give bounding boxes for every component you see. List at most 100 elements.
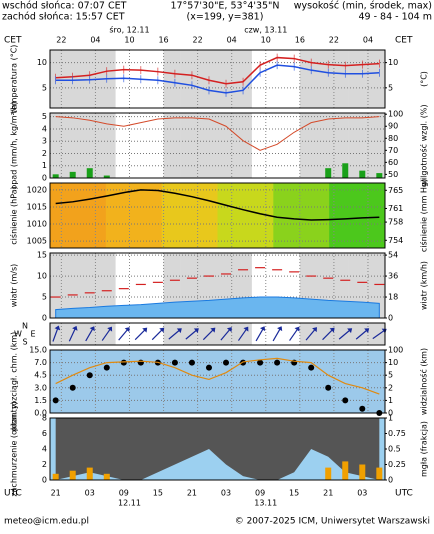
night — [98, 113, 102, 178]
night — [200, 253, 204, 318]
head — [243, 326, 249, 332]
night — [183, 323, 187, 345]
night — [322, 323, 326, 345]
y2-tick-label: 18 — [388, 293, 398, 302]
night — [186, 253, 190, 318]
pressure-bg — [329, 183, 386, 248]
night — [243, 50, 247, 108]
night — [58, 113, 62, 178]
night — [234, 323, 238, 345]
night — [52, 113, 56, 178]
y-tick-label: 5 — [42, 293, 47, 302]
head — [159, 327, 165, 333]
precip-bar — [376, 173, 383, 178]
wind-arrow — [68, 325, 78, 342]
night — [169, 113, 173, 178]
axis-label: temperatura (°C) — [10, 45, 19, 114]
wind-arrow — [85, 326, 95, 342]
night — [69, 253, 74, 318]
night — [314, 253, 318, 318]
night — [333, 113, 338, 178]
night — [356, 323, 360, 345]
night — [194, 253, 198, 318]
night — [353, 50, 357, 108]
night — [226, 323, 230, 345]
night — [101, 323, 105, 345]
y-tick-label: 7.0 — [34, 358, 47, 367]
night — [328, 253, 332, 318]
night — [311, 113, 315, 178]
night — [348, 113, 352, 178]
hour: 03 — [357, 489, 367, 498]
night — [200, 50, 204, 108]
night — [348, 50, 352, 108]
night — [78, 113, 82, 178]
axis-label: pion. rozciągł. chm. (km) — [10, 332, 19, 432]
night — [248, 113, 252, 178]
hour: 03 — [85, 489, 95, 498]
night — [339, 113, 343, 178]
wind-arrow — [168, 328, 182, 340]
wind-arrow — [134, 327, 148, 341]
night — [319, 253, 323, 318]
y-tick-label: 1020 — [27, 185, 47, 194]
night — [106, 323, 110, 345]
night — [203, 323, 207, 345]
wind-arrow — [305, 327, 317, 341]
pressure-bg — [161, 183, 218, 248]
night — [211, 323, 215, 345]
night — [172, 323, 176, 345]
night — [228, 50, 232, 108]
night — [245, 113, 250, 178]
night — [350, 253, 355, 318]
night — [328, 113, 332, 178]
night — [180, 253, 184, 318]
night — [359, 113, 363, 178]
panel-frame — [49, 349, 386, 414]
night — [248, 50, 252, 108]
y-tick-label: 4.5 — [34, 371, 47, 380]
y2-tick-label: 5 — [388, 83, 393, 92]
head — [107, 326, 113, 332]
night — [208, 323, 213, 345]
night — [245, 253, 250, 318]
night — [84, 50, 88, 108]
night — [373, 323, 377, 345]
night — [339, 50, 343, 108]
y-tick-label: 0 — [42, 314, 47, 323]
head — [329, 327, 335, 333]
night — [112, 323, 116, 345]
night — [359, 50, 363, 108]
night — [183, 253, 187, 318]
cloud-dot — [223, 359, 230, 366]
night — [55, 50, 59, 108]
y-tick-label: 1015 — [27, 202, 47, 211]
night — [223, 50, 227, 108]
night — [234, 113, 238, 178]
pressure-bg — [217, 183, 274, 248]
night — [67, 50, 71, 108]
night — [177, 323, 181, 345]
y2-tick-label: 60 — [388, 158, 398, 167]
night — [69, 323, 74, 345]
axis-label: wilgotność wzgl. (%) — [419, 104, 429, 186]
night — [339, 323, 343, 345]
night — [245, 50, 250, 108]
night — [55, 323, 59, 345]
night — [231, 253, 235, 318]
night — [316, 253, 321, 318]
cloud-dot — [274, 359, 281, 366]
axis-label: wiatr (km/h) — [420, 261, 429, 310]
night — [228, 323, 232, 345]
night — [177, 113, 181, 178]
night — [92, 113, 96, 178]
night — [75, 253, 79, 318]
night — [58, 50, 62, 108]
coords: 17°57'30"E, 53°4'35"N — [170, 1, 279, 12]
y-tick-label: 10 — [37, 272, 47, 281]
night — [331, 253, 335, 318]
night — [180, 113, 184, 178]
night — [72, 323, 76, 345]
night — [183, 113, 187, 178]
head — [54, 325, 61, 331]
